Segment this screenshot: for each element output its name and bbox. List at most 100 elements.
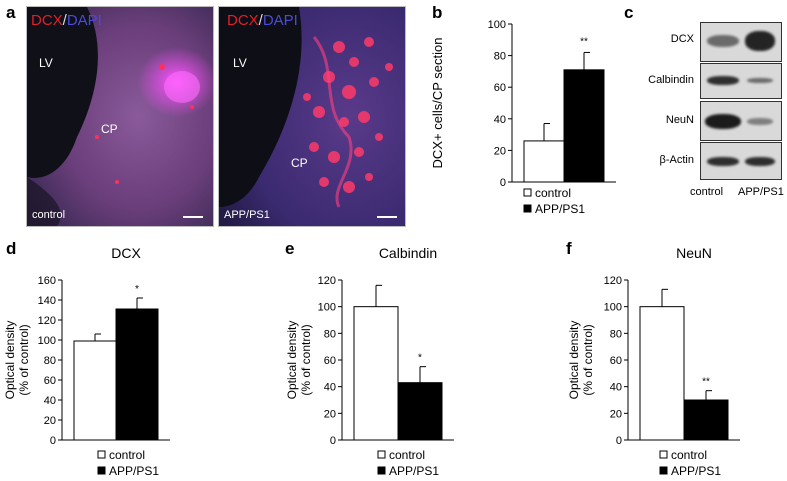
stain-slash-right: / xyxy=(258,12,263,29)
chart-e-ytick-label-4: 80 xyxy=(324,328,336,340)
micrograph-app-ps1: DCX/DAPI LV CP APP/PS1 xyxy=(218,6,406,227)
chart-e-legend-label-0: control xyxy=(389,448,425,462)
chart-f-ylabel-line1: Optical density xyxy=(567,321,581,400)
band-calbindin-app xyxy=(747,78,773,83)
chart-b-bar-1 xyxy=(563,69,605,183)
chart-b-dcx-cells: DCX+ cells/CP section 0 20 40 60 80 100 ** contr… xyxy=(430,19,616,216)
scale-bar-left xyxy=(183,216,203,218)
chart-d-ytick-label-5: 100 xyxy=(38,335,56,347)
chart-f-title: NeuN xyxy=(676,245,712,261)
band-dcx-control xyxy=(707,35,739,47)
chart-e-title: Calbindin xyxy=(379,245,437,261)
chart-d-ytick-label-1: 20 xyxy=(44,415,56,427)
chart-e-legend-swatch-1 xyxy=(377,466,386,475)
chart-d-ylabel-line2: (% of control) xyxy=(17,324,31,395)
chart-d-ytick-label-6: 120 xyxy=(38,315,56,327)
panel-label-a: a xyxy=(6,3,16,22)
stain-dapi-left: DAPI xyxy=(66,12,102,29)
blot-calbindin xyxy=(700,63,782,99)
chart-b-legend-label-1: APP/PS1 xyxy=(535,202,585,216)
label-lv-left: LV xyxy=(39,56,53,70)
chart-d-title: DCX xyxy=(111,245,141,261)
chart-d-ytick-label-8: 160 xyxy=(38,275,56,287)
chart-f-ylabel: Optical density (% of control) xyxy=(567,321,595,400)
stain-dcx-right: DCX xyxy=(227,12,259,29)
chart-d-bar-1 xyxy=(115,308,159,441)
micrograph-control: DCX/DAPI LV CP control xyxy=(26,6,214,227)
chart-d-legend-swatch-0 xyxy=(97,450,106,459)
chart-b-ytick-label-0: 0 xyxy=(500,177,506,189)
chart-f-ytick-label-5: 100 xyxy=(604,302,622,314)
chart-d-legend-label-0: control xyxy=(109,448,145,462)
micrograph-app-ps1-image xyxy=(219,7,405,226)
chart-e-calbindin-density: Calbindin Optical density (% of control) 0 2… xyxy=(285,245,454,478)
chart-e-ylabel-line2: (% of control) xyxy=(299,324,313,395)
chart-f-ytick-label-0: 0 xyxy=(616,435,622,447)
chart-d-ytick-label-0: 0 xyxy=(50,435,56,447)
chart-b-legend-swatch-1 xyxy=(523,204,532,213)
chart-b-ylabel: DCX+ cells/CP section xyxy=(430,38,445,169)
band-neun-app xyxy=(747,118,773,125)
chart-f-ytick-label-2: 40 xyxy=(610,382,622,394)
chart-e-ylabel: Optical density (% of control) xyxy=(285,321,313,400)
stain-legend-left: DCX/DAPI xyxy=(31,13,102,28)
chart-e-ytick-label-0: 0 xyxy=(330,435,336,447)
chart-d-sig-1: * xyxy=(135,284,139,295)
blot-label-dcx: DCX xyxy=(670,33,694,45)
blot-lane-control: control xyxy=(690,186,724,198)
chart-d-legend-label-1: APP/PS1 xyxy=(109,464,159,478)
chart-f-neun-density: NeuN Optical density (% of control) 0 20 40 60… xyxy=(567,245,740,478)
chart-e-ytick-label-2: 40 xyxy=(324,382,336,394)
chart-e-legend-swatch-0 xyxy=(377,450,386,459)
blot-label-calbindin: Calbindin xyxy=(648,74,694,86)
chart-b-ylabel-text: DCX+ cells/CP section xyxy=(430,38,445,169)
band-calbindin-control xyxy=(707,76,739,85)
chart-d-ytick-label-2: 40 xyxy=(44,395,56,407)
chart-f-legend-swatch-1 xyxy=(659,466,668,475)
panel-label-e: e xyxy=(285,239,295,258)
chart-f-ytick-label-4: 80 xyxy=(610,328,622,340)
chart-b-ytick-label-5: 100 xyxy=(488,19,506,31)
chart-b-ytick-label-1: 20 xyxy=(494,145,506,157)
stain-legend-right: DCX/DAPI xyxy=(227,13,298,28)
chart-e-legend-label-1: APP/PS1 xyxy=(389,464,439,478)
chart-e-bar-1 xyxy=(397,382,443,441)
stain-dapi-right: DAPI xyxy=(262,12,298,29)
stain-dcx-left: DCX xyxy=(31,12,63,29)
chart-e-ytick-label-1: 20 xyxy=(324,408,336,420)
chart-b-ytick-label-4: 80 xyxy=(494,51,506,63)
label-cp-right: CP xyxy=(291,156,308,170)
chart-d-dcx-density: DCX Optical density (% of control) 0 20 40 60 8… xyxy=(3,245,170,478)
chart-d-ytick-label-3: 60 xyxy=(44,375,56,387)
panel-label-b: b xyxy=(432,3,443,22)
chart-f-ytick-label-3: 60 xyxy=(610,355,622,367)
chart-e-ytick-label-3: 60 xyxy=(324,355,336,367)
stain-slash-left: / xyxy=(62,12,67,29)
blot-beta-actin xyxy=(700,142,782,180)
chart-f-bar-0 xyxy=(639,306,685,441)
chart-b-sig-1: ** xyxy=(580,36,588,47)
band-neun-control xyxy=(705,114,741,129)
chart-d-ytick-label-4: 80 xyxy=(44,355,56,367)
chart-f-legend-label-0: control xyxy=(671,448,707,462)
chart-f-ytick-label-1: 20 xyxy=(610,408,622,420)
chart-e-ytick-label-5: 100 xyxy=(318,302,336,314)
blot-neun xyxy=(700,101,782,141)
chart-b-ytick-label-2: 40 xyxy=(494,114,506,126)
scale-bar-right xyxy=(377,216,397,218)
chart-e-bar-0 xyxy=(353,306,399,441)
panel-label-d: d xyxy=(6,239,17,258)
chart-b-legend-label-0: control xyxy=(535,186,571,200)
panel-label-c: c xyxy=(624,3,634,22)
chart-f-ytick-label-6: 120 xyxy=(604,275,622,287)
chart-f-bar-1 xyxy=(683,399,729,441)
chart-b-legend-swatch-0 xyxy=(523,188,532,197)
panel-label-f: f xyxy=(566,239,572,258)
chart-b-ytick-label-3: 60 xyxy=(494,82,506,94)
micrograph-control-image xyxy=(27,7,213,226)
blot-label-neun: NeuN xyxy=(665,114,694,126)
chart-d-ylabel: Optical density (% of control) xyxy=(3,321,31,400)
label-lv-right: LV xyxy=(233,56,247,70)
chart-e-ytick-label-6: 120 xyxy=(318,275,336,287)
chart-f-legend-label-1: APP/PS1 xyxy=(671,464,721,478)
